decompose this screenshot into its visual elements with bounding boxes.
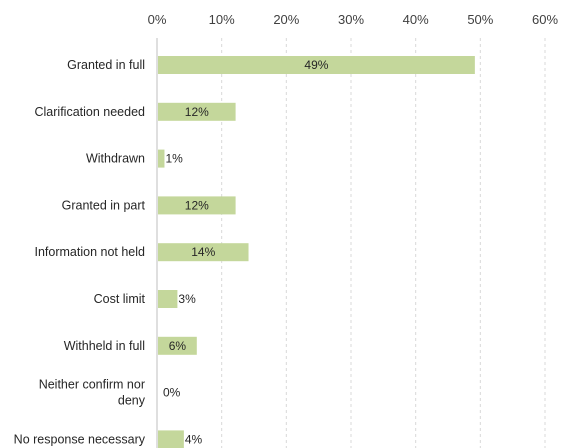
gridlines [221, 38, 546, 448]
x-tick-label: 40% [403, 12, 429, 27]
data-label: 49% [304, 58, 328, 72]
category-label: Granted in full [67, 58, 145, 72]
bar [158, 243, 249, 262]
bar [158, 102, 236, 121]
category-label: Clarification needed [35, 105, 146, 119]
category-label: Cost limit [94, 292, 146, 306]
x-tick-label: 20% [273, 12, 299, 27]
category-labels: Granted in full Clarification needed Withd… [14, 58, 146, 446]
x-axis-ticks: 0% 10% 20% 30% 40% 50% 60% [148, 12, 559, 27]
data-labels: 49% 12% 1% 12% 14% 3% 6% 0% 4% [163, 58, 329, 446]
data-label: 12% [185, 198, 209, 212]
x-tick-label: 0% [148, 12, 167, 27]
bar [158, 196, 236, 215]
category-label: Granted in part [62, 198, 146, 212]
bar [158, 56, 475, 74]
data-label: 6% [169, 339, 187, 353]
category-label: No response necessary [14, 432, 146, 446]
x-tick-label: 30% [338, 12, 364, 27]
data-label: 14% [191, 245, 215, 259]
data-label: 12% [185, 105, 209, 119]
data-label: 4% [185, 432, 203, 446]
category-label: Withheld in full [64, 339, 145, 353]
x-tick-label: 10% [209, 12, 235, 27]
x-tick-label: 60% [532, 12, 558, 27]
x-tick-label: 50% [467, 12, 493, 27]
bars [158, 56, 475, 448]
bar [158, 430, 184, 448]
bar [158, 290, 178, 308]
bar [158, 149, 165, 168]
data-label: 0% [163, 386, 181, 400]
bar [158, 336, 197, 355]
data-label: 1% [165, 152, 183, 166]
category-label: Neither confirm nor [39, 378, 145, 392]
category-label: Information not held [35, 245, 146, 259]
category-label: Withdrawn [86, 152, 145, 166]
data-label: 3% [178, 292, 196, 306]
category-label: deny [118, 394, 146, 408]
